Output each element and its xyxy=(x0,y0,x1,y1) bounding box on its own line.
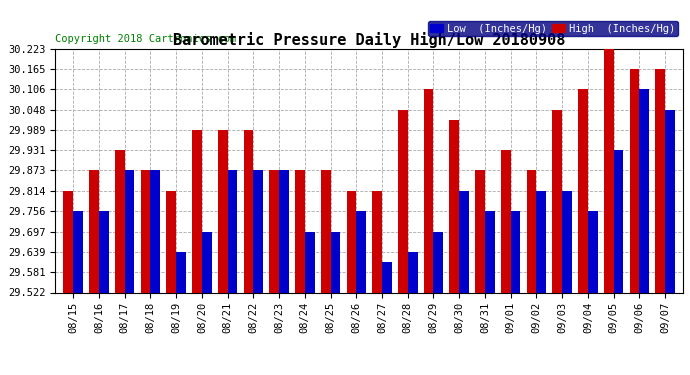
Bar xyxy=(553,110,562,292)
Bar xyxy=(125,171,135,292)
Bar xyxy=(305,232,315,292)
Bar xyxy=(253,171,263,292)
Bar xyxy=(640,89,649,292)
Bar xyxy=(269,171,279,292)
Bar xyxy=(356,211,366,292)
Bar xyxy=(202,232,212,292)
Bar xyxy=(73,211,83,292)
Bar xyxy=(604,49,613,292)
Bar xyxy=(656,69,665,292)
Bar xyxy=(321,171,331,292)
Bar xyxy=(99,211,109,292)
Bar xyxy=(244,130,253,292)
Bar xyxy=(192,130,202,292)
Bar xyxy=(613,150,623,292)
Bar xyxy=(176,252,186,292)
Bar xyxy=(372,191,382,292)
Bar xyxy=(665,110,675,292)
Bar xyxy=(578,89,588,292)
Bar xyxy=(228,171,237,292)
Bar xyxy=(331,232,340,292)
Text: Copyright 2018 Cartronics.com: Copyright 2018 Cartronics.com xyxy=(55,34,237,44)
Bar xyxy=(398,110,408,292)
Bar xyxy=(511,211,520,292)
Bar xyxy=(115,150,125,292)
Bar xyxy=(295,171,305,292)
Bar xyxy=(460,191,469,292)
Bar xyxy=(526,171,536,292)
Bar xyxy=(166,191,176,292)
Legend: Low  (Inches/Hg), High  (Inches/Hg): Low (Inches/Hg), High (Inches/Hg) xyxy=(428,21,678,36)
Title: Barometric Pressure Daily High/Low 20180908: Barometric Pressure Daily High/Low 20180… xyxy=(173,32,565,48)
Bar xyxy=(588,211,598,292)
Bar xyxy=(89,171,99,292)
Bar xyxy=(63,191,73,292)
Bar xyxy=(475,171,485,292)
Bar xyxy=(150,171,160,292)
Bar xyxy=(449,120,460,292)
Bar xyxy=(218,130,228,292)
Bar xyxy=(501,150,511,292)
Bar xyxy=(485,211,495,292)
Bar xyxy=(629,69,640,292)
Bar xyxy=(279,171,289,292)
Bar xyxy=(408,252,417,292)
Bar xyxy=(562,191,572,292)
Bar xyxy=(346,191,356,292)
Bar xyxy=(382,262,392,292)
Bar xyxy=(424,89,433,292)
Bar xyxy=(141,171,150,292)
Bar xyxy=(536,191,546,292)
Bar xyxy=(433,232,443,292)
